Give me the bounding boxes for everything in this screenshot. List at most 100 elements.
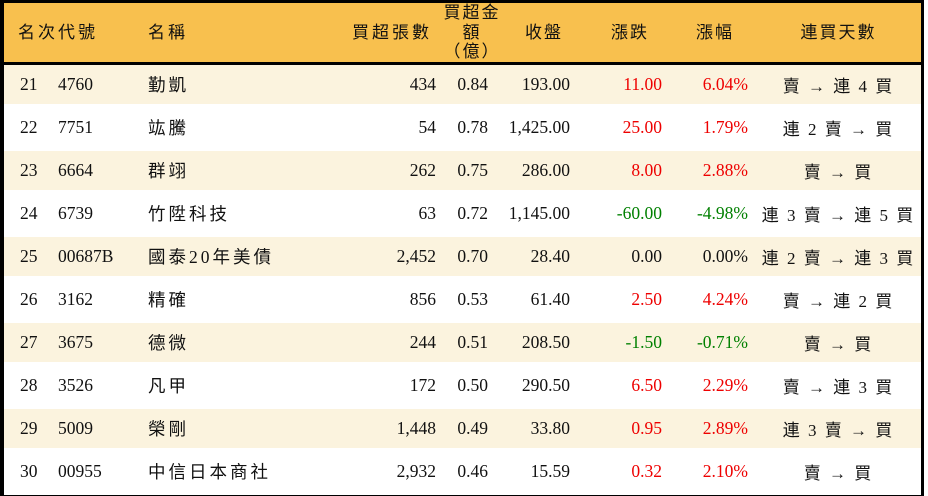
cell-buy-volume: 856 (292, 278, 442, 323)
cell-code: 4760 (58, 63, 148, 108)
col-header-streak: 連買天數 (756, 3, 921, 65)
table-row: 30 00955 中信日本商社 2,932 0.46 15.59 0.32 2.… (4, 450, 921, 491)
cell-code: 7751 (58, 106, 148, 151)
cell-change: 25.00 (586, 106, 674, 151)
cell-buy-amount: 0.50 (442, 364, 502, 409)
col-header-code: 代號 (58, 3, 148, 65)
cell-streak: 賣 → 買 (756, 149, 921, 194)
cell-close: 208.50 (502, 321, 586, 366)
cell-change-pct: 2.29% (674, 364, 756, 409)
cell-streak: 賣 → 連 4 買 (756, 63, 921, 108)
cell-change-pct: -0.71% (674, 321, 756, 366)
cell-buy-amount: 0.70 (442, 235, 502, 280)
table-row: 24 6739 竹陞科技 63 0.72 1,145.00 -60.00 -4.… (4, 192, 921, 237)
cell-buy-amount: 0.51 (442, 321, 502, 366)
cell-streak: 賣 → 買 (756, 321, 921, 366)
cell-code: 00955 (58, 450, 148, 491)
cell-rank: 25 (4, 235, 58, 280)
table-row: 21 4760 勤凱 434 0.84 193.00 11.00 6.04% 賣… (4, 63, 921, 108)
col-header-buy-volume: 買超張數 (292, 3, 442, 65)
cell-buy-amount: 0.49 (442, 407, 502, 452)
cell-streak: 賣 → 買 (756, 450, 921, 491)
cell-rank: 28 (4, 364, 58, 409)
cell-buy-amount: 0.72 (442, 192, 502, 237)
cell-buy-amount: 0.78 (442, 106, 502, 151)
table-row: 23 6664 群翊 262 0.75 286.00 8.00 2.88% 賣 … (4, 149, 921, 194)
cell-rank: 22 (4, 106, 58, 151)
cell-buy-volume: 54 (292, 106, 442, 151)
col-header-close: 收盤 (502, 3, 586, 65)
col-header-change-pct: 漲幅 (674, 3, 756, 65)
table-row: 29 5009 榮剛 1,448 0.49 33.80 0.95 2.89% 連… (4, 407, 921, 452)
cell-close: 193.00 (502, 63, 586, 108)
cell-close: 290.50 (502, 364, 586, 409)
cell-buy-amount: 0.46 (442, 450, 502, 491)
cell-change: 2.50 (586, 278, 674, 323)
cell-name: 竑騰 (148, 106, 292, 151)
table-row: 28 3526 凡甲 172 0.50 290.50 6.50 2.29% 賣 … (4, 364, 921, 409)
col-header-name: 名稱 (148, 3, 292, 65)
cell-streak: 連 3 賣 → 買 (756, 407, 921, 452)
cell-change-pct: 2.89% (674, 407, 756, 452)
cell-rank: 26 (4, 278, 58, 323)
cell-close: 61.40 (502, 278, 586, 323)
cell-close: 1,145.00 (502, 192, 586, 237)
cell-change: 8.00 (586, 149, 674, 194)
cell-name: 德微 (148, 321, 292, 366)
cell-change: 11.00 (586, 63, 674, 108)
cell-rank: 29 (4, 407, 58, 452)
cell-change: -60.00 (586, 192, 674, 237)
cell-code: 5009 (58, 407, 148, 452)
cell-streak: 連 2 賣 → 買 (756, 106, 921, 151)
cell-buy-amount: 0.84 (442, 63, 502, 108)
table-header: 名次 代號 名稱 買超張數 買超金額 （億） 收盤 漲跌 漲幅 連買天數 (4, 3, 921, 65)
col-header-change: 漲跌 (586, 3, 674, 65)
cell-close: 33.80 (502, 407, 586, 452)
cell-change: -1.50 (586, 321, 674, 366)
stock-buy-rank-table: 名次 代號 名稱 買超張數 買超金額 （億） 收盤 漲跌 漲幅 連買天數 21 … (4, 3, 921, 491)
cell-buy-volume: 2,452 (292, 235, 442, 280)
cell-rank: 27 (4, 321, 58, 366)
header-row: 名次 代號 名稱 買超張數 買超金額 （億） 收盤 漲跌 漲幅 連買天數 (4, 3, 921, 65)
cell-streak: 賣 → 連 2 買 (756, 278, 921, 323)
cell-change-pct: 2.10% (674, 450, 756, 491)
cell-change: 0.95 (586, 407, 674, 452)
cell-name: 榮剛 (148, 407, 292, 452)
cell-streak: 賣 → 連 3 買 (756, 364, 921, 409)
table-row: 22 7751 竑騰 54 0.78 1,425.00 25.00 1.79% … (4, 106, 921, 151)
cell-close: 286.00 (502, 149, 586, 194)
cell-rank: 21 (4, 63, 58, 108)
cell-change: 0.00 (586, 235, 674, 280)
col-header-rank: 名次 (4, 3, 58, 65)
cell-name: 竹陞科技 (148, 192, 292, 237)
cell-change-pct: -4.98% (674, 192, 756, 237)
table-row: 27 3675 德微 244 0.51 208.50 -1.50 -0.71% … (4, 321, 921, 366)
cell-rank: 30 (4, 450, 58, 491)
cell-code: 6739 (58, 192, 148, 237)
cell-change-pct: 2.88% (674, 149, 756, 194)
cell-name: 精確 (148, 278, 292, 323)
cell-change: 0.32 (586, 450, 674, 491)
table-body: 21 4760 勤凱 434 0.84 193.00 11.00 6.04% 賣… (4, 63, 921, 491)
cell-change: 6.50 (586, 364, 674, 409)
cell-close: 1,425.00 (502, 106, 586, 151)
cell-buy-volume: 63 (292, 192, 442, 237)
cell-rank: 23 (4, 149, 58, 194)
table-row: 26 3162 精確 856 0.53 61.40 2.50 4.24% 賣 →… (4, 278, 921, 323)
cell-buy-volume: 172 (292, 364, 442, 409)
cell-close: 15.59 (502, 450, 586, 491)
cell-code: 3162 (58, 278, 148, 323)
cell-name: 國泰20年美債 (148, 235, 292, 280)
cell-buy-volume: 262 (292, 149, 442, 194)
cell-name: 群翊 (148, 149, 292, 194)
cell-name: 中信日本商社 (148, 450, 292, 491)
cell-code: 00687B (58, 235, 148, 280)
cell-buy-volume: 434 (292, 63, 442, 108)
cell-buy-amount: 0.53 (442, 278, 502, 323)
cell-change-pct: 4.24% (674, 278, 756, 323)
cell-streak: 連 2 賣 → 連 3 買 (756, 235, 921, 280)
table-row: 25 00687B 國泰20年美債 2,452 0.70 28.40 0.00 … (4, 235, 921, 280)
cell-code: 3526 (58, 364, 148, 409)
cell-buy-volume: 244 (292, 321, 442, 366)
